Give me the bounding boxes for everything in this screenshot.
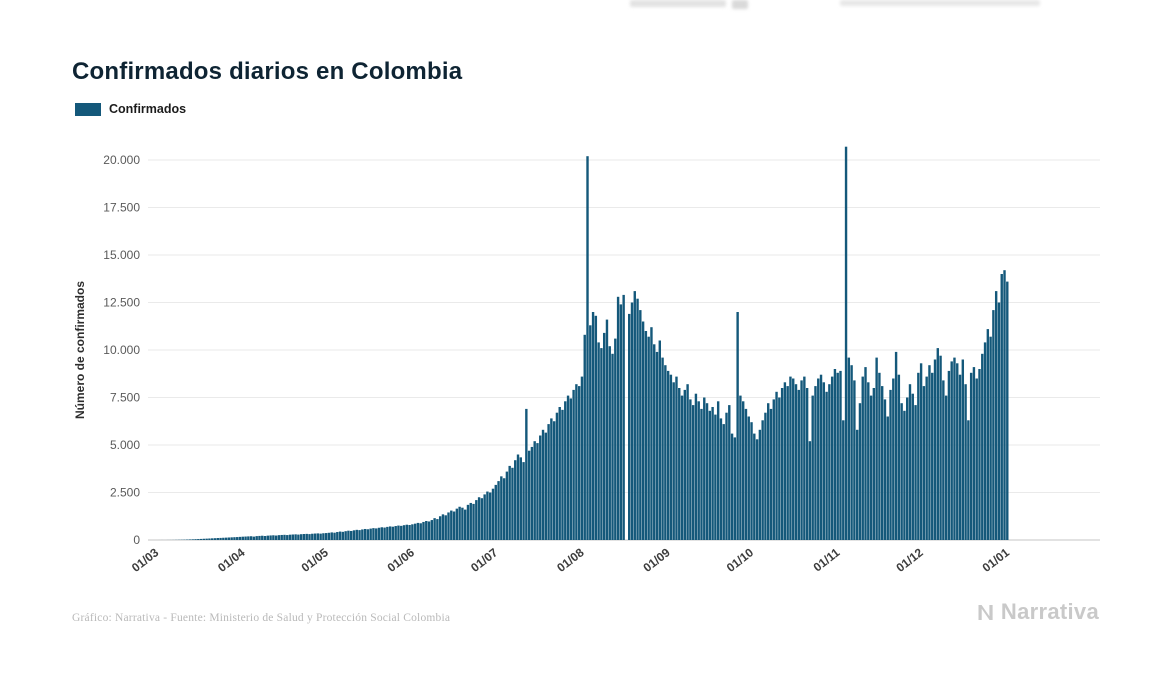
- narrativa-logo: Narrativa: [974, 599, 1099, 625]
- x-tick-labels: 01/03 01/04 01/05 01/06 01/07 01/08 01/09 01/10…: [129, 545, 1012, 575]
- svg-text:01/05: 01/05: [299, 545, 332, 575]
- legend-label: Confirmados: [109, 102, 187, 116]
- legend: Confirmados: [75, 102, 186, 116]
- source-credit: Gráfico: Narrativa - Fuente: Ministerio …: [72, 612, 451, 624]
- svg-text:01/12: 01/12: [893, 545, 926, 575]
- svg-text:01/08: 01/08: [554, 545, 587, 575]
- svg-text:01/10: 01/10: [724, 545, 757, 575]
- svg-text:7.500: 7.500: [110, 391, 140, 405]
- svg-text:5.000: 5.000: [110, 438, 140, 452]
- confirmados-bar-chart: 0 2.500 5.000 7.500 10.000 12.500 15.000 17.500…: [73, 146, 1100, 575]
- screenshot-crop-artifact: [840, 0, 1040, 6]
- svg-text:01/03: 01/03: [129, 545, 162, 575]
- svg-text:01/11: 01/11: [811, 545, 843, 574]
- screenshot-crop-artifact: [732, 0, 748, 9]
- svg-text:01/01: 01/01: [980, 545, 1013, 575]
- narrativa-logo-text: Narrativa: [1000, 599, 1099, 624]
- svg-text:2.500: 2.500: [110, 486, 140, 500]
- svg-text:01/06: 01/06: [385, 545, 418, 575]
- narrativa-n-icon: [978, 605, 993, 620]
- svg-text:01/07: 01/07: [468, 545, 501, 575]
- svg-text:10.000: 10.000: [103, 343, 140, 357]
- y-tick-labels: 0 2.500 5.000 7.500 10.000 12.500 15.000 17.500…: [103, 153, 140, 547]
- screenshot-crop-artifact: [630, 0, 726, 7]
- bars: [158, 146, 1009, 541]
- svg-text:15.000: 15.000: [103, 248, 140, 262]
- legend-swatch: [75, 102, 101, 116]
- svg-text:12.500: 12.500: [103, 296, 140, 310]
- svg-text:0: 0: [133, 533, 140, 547]
- svg-text:17.500: 17.500: [103, 201, 140, 215]
- svg-text:01/09: 01/09: [640, 545, 673, 575]
- chart-title: Confirmados diarios en Colombia: [72, 58, 463, 86]
- svg-text:20.000: 20.000: [103, 153, 140, 167]
- y-axis-title: Número de confirmados: [73, 281, 87, 419]
- svg-text:01/04: 01/04: [215, 545, 248, 575]
